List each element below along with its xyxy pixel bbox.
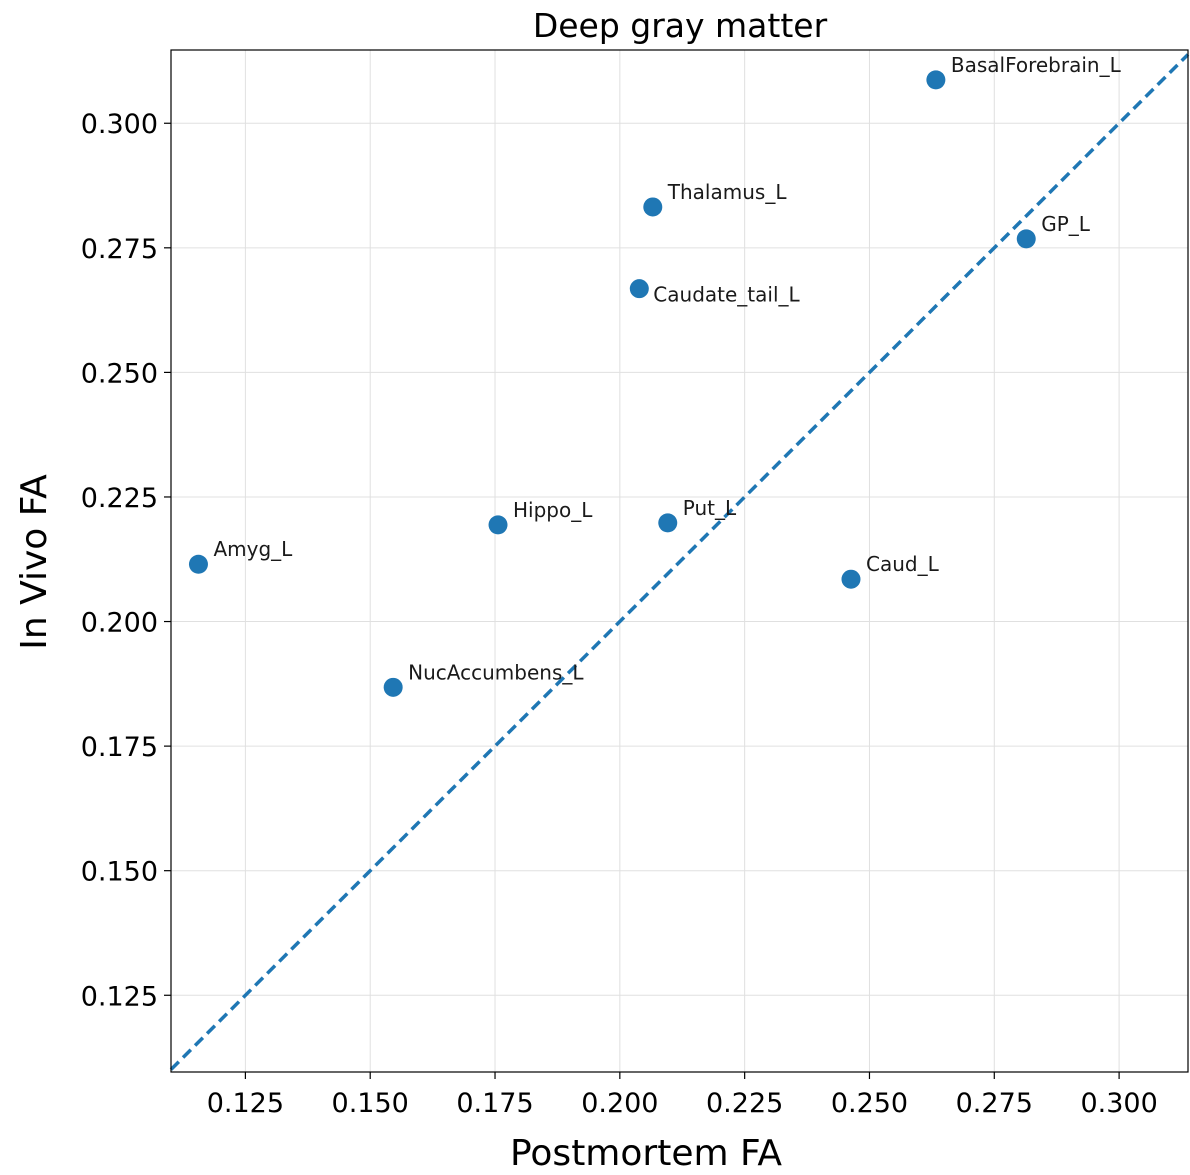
x-tick-label: 0.150 — [332, 1088, 409, 1119]
x-tick-label: 0.300 — [1080, 1088, 1157, 1119]
y-tick-label: 0.275 — [81, 234, 158, 265]
data-point-label: Thalamus_L — [667, 180, 788, 204]
point-labels: BasalForebrain_L Thalamus_L GP_L Caudate_ta… — [213, 53, 1121, 684]
data-point — [643, 197, 663, 217]
data-point-label: Caud_L — [866, 552, 940, 576]
y-tick-label: 0.125 — [81, 981, 158, 1012]
data-point — [1016, 229, 1036, 249]
y-tick-label: 0.250 — [81, 358, 158, 389]
data-point — [188, 554, 208, 574]
y-tick-label: 0.175 — [81, 732, 158, 763]
data-point — [629, 279, 649, 299]
x-tick-label: 0.175 — [456, 1088, 533, 1119]
data-points — [188, 70, 1036, 697]
axis-ticks: 0.125 0.150 0.175 0.200 0.225 0.250 0.275 0.300… — [81, 109, 1158, 1119]
data-point-label: GP_L — [1041, 212, 1091, 236]
data-point-label: Hippo_L — [513, 498, 593, 522]
data-point-label: Amyg_L — [213, 537, 293, 561]
x-tick-label: 0.275 — [956, 1088, 1033, 1119]
y-axis-label: In Vivo FA — [14, 474, 55, 650]
data-point — [841, 569, 861, 589]
y-tick-label: 0.150 — [81, 857, 158, 888]
y-tick-label: 0.300 — [81, 109, 158, 140]
x-tick-label: 0.125 — [207, 1088, 284, 1119]
x-tick-label: 0.225 — [706, 1088, 783, 1119]
x-tick-label: 0.250 — [831, 1088, 908, 1119]
y-tick-label: 0.200 — [81, 608, 158, 639]
chart-title: Deep gray matter — [533, 6, 828, 45]
reference-line — [169, 53, 1190, 1071]
identity-reference-line — [169, 53, 1190, 1071]
x-axis-label: Postmortem FA — [510, 1133, 782, 1174]
data-point-label: Caudate_tail_L — [653, 283, 800, 307]
x-tick-label: 0.200 — [581, 1088, 658, 1119]
data-point-label: BasalForebrain_L — [951, 53, 1122, 77]
data-point-label: NucAccumbens_L — [408, 660, 584, 684]
data-point — [926, 70, 946, 90]
data-point — [383, 677, 403, 697]
y-tick-label: 0.225 — [81, 483, 158, 514]
grid-lines — [171, 50, 1188, 1072]
data-point — [488, 515, 508, 535]
plot-frame — [170, 49, 1189, 1073]
data-point — [658, 513, 678, 533]
data-point-label: Put_L — [683, 496, 737, 520]
